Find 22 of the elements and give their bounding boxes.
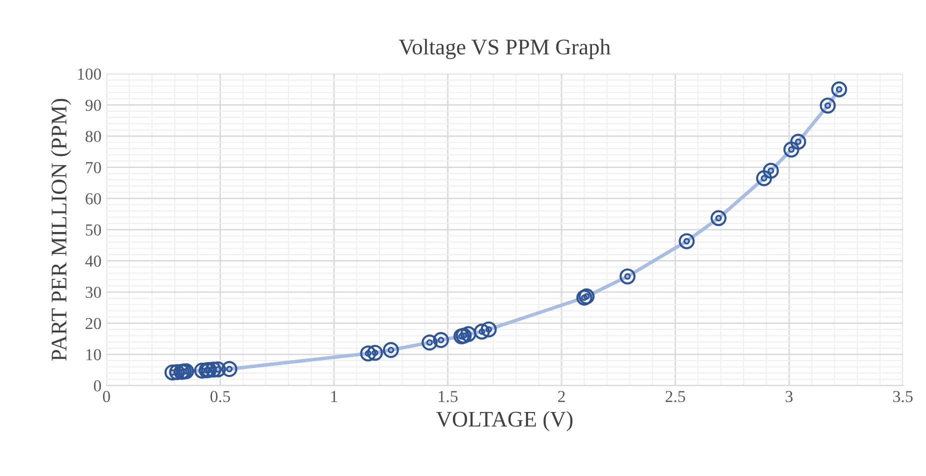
x-tick-label: 1	[331, 390, 338, 402]
y-tick-label: 40	[85, 256, 101, 267]
y-tick-label: 10	[86, 349, 101, 360]
y-axis-title: PART PER MILLION (PPM)	[50, 98, 72, 361]
y-tick-label: 50	[86, 224, 101, 236]
y-tick-label: 20	[86, 318, 101, 330]
x-tick-label: 2.5	[666, 390, 686, 402]
x-tick-label: 0	[102, 390, 110, 402]
x-tick-label: 1.5	[438, 390, 458, 402]
y-tick-label: 80	[86, 130, 101, 142]
y-tick-label: 90	[86, 100, 101, 111]
x-tick-label: 2	[558, 390, 565, 402]
chart-title: Voltage VS PPM Graph	[398, 38, 610, 60]
y-tick-label: 100	[78, 68, 101, 80]
y-tick-label: 60	[86, 193, 101, 204]
y-tick-label: 70	[86, 162, 101, 174]
y-tick-label: 30	[86, 286, 101, 298]
x-axis-title: VOLTAGE (V)	[436, 411, 572, 432]
x-tick-label: 0.5	[210, 390, 230, 402]
x-tick-label: 3.5	[893, 390, 913, 402]
y-tick-label: 0	[94, 380, 101, 392]
x-tick-label: 3	[786, 390, 793, 402]
